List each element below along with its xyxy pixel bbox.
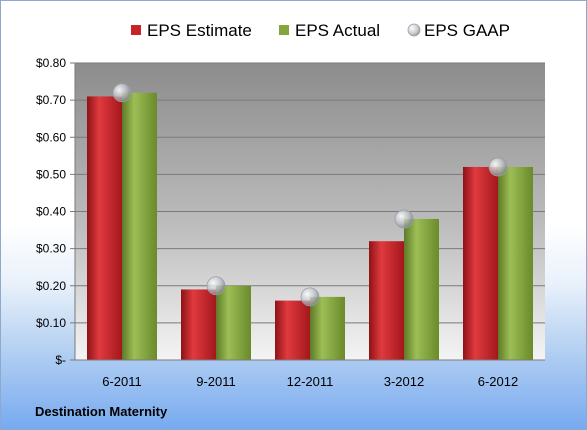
y-tick-label: $0.70 <box>36 93 66 107</box>
legend-label: EPS Actual <box>295 21 380 40</box>
gaap-marker <box>300 287 320 307</box>
estimate-bar <box>275 300 310 360</box>
y-tick-label: $0.30 <box>36 242 66 256</box>
gaap-marker <box>206 276 226 296</box>
gaap-markers <box>112 83 508 307</box>
x-tick-label: 9-2011 <box>196 374 236 389</box>
legend-swatch <box>279 25 289 35</box>
y-tick-label: $0.60 <box>36 130 66 144</box>
actual-bar <box>498 166 533 360</box>
estimate-bar <box>87 96 122 360</box>
gaap-marker <box>112 83 132 103</box>
actual-bar <box>404 218 439 360</box>
bars <box>87 92 533 360</box>
actual-bar <box>310 296 345 360</box>
y-tick-label: $0.20 <box>36 279 66 293</box>
x-tick-label: 3-2012 <box>384 374 424 389</box>
company-label: Destination Maternity <box>35 404 168 419</box>
x-tick-label: 6-2012 <box>478 374 518 389</box>
estimate-bar <box>463 166 498 360</box>
legend-label: EPS Estimate <box>147 21 252 40</box>
legend: EPS Estimate EPS Actual EPS GAAP <box>131 21 510 40</box>
actual-bar <box>216 285 251 360</box>
legend-swatch <box>131 25 141 35</box>
y-tick-label: $0.50 <box>36 167 66 181</box>
y-tick-label: $0.40 <box>36 205 66 219</box>
x-tick-label: 12-2011 <box>287 374 334 389</box>
y-axis: $- $0.10 $0.20 $0.30 $0.40 $0.50 $0.60 $0.70 $0.… <box>36 56 76 367</box>
estimate-bar <box>181 289 216 360</box>
y-tick-label: $- <box>55 353 66 367</box>
gaap-marker <box>394 209 414 229</box>
legend-label: EPS GAAP <box>424 21 510 40</box>
y-tick-label: $0.10 <box>36 316 66 330</box>
x-tick-label: 6-2011 <box>102 374 142 389</box>
y-tick-label: $0.80 <box>36 56 66 70</box>
x-axis: 6-2011 9-2011 12-2011 3-2012 6-2012 <box>75 359 545 389</box>
gaap-marker <box>488 157 508 177</box>
estimate-bar <box>369 241 404 360</box>
legend-swatch <box>407 23 421 37</box>
actual-bar <box>122 92 157 360</box>
